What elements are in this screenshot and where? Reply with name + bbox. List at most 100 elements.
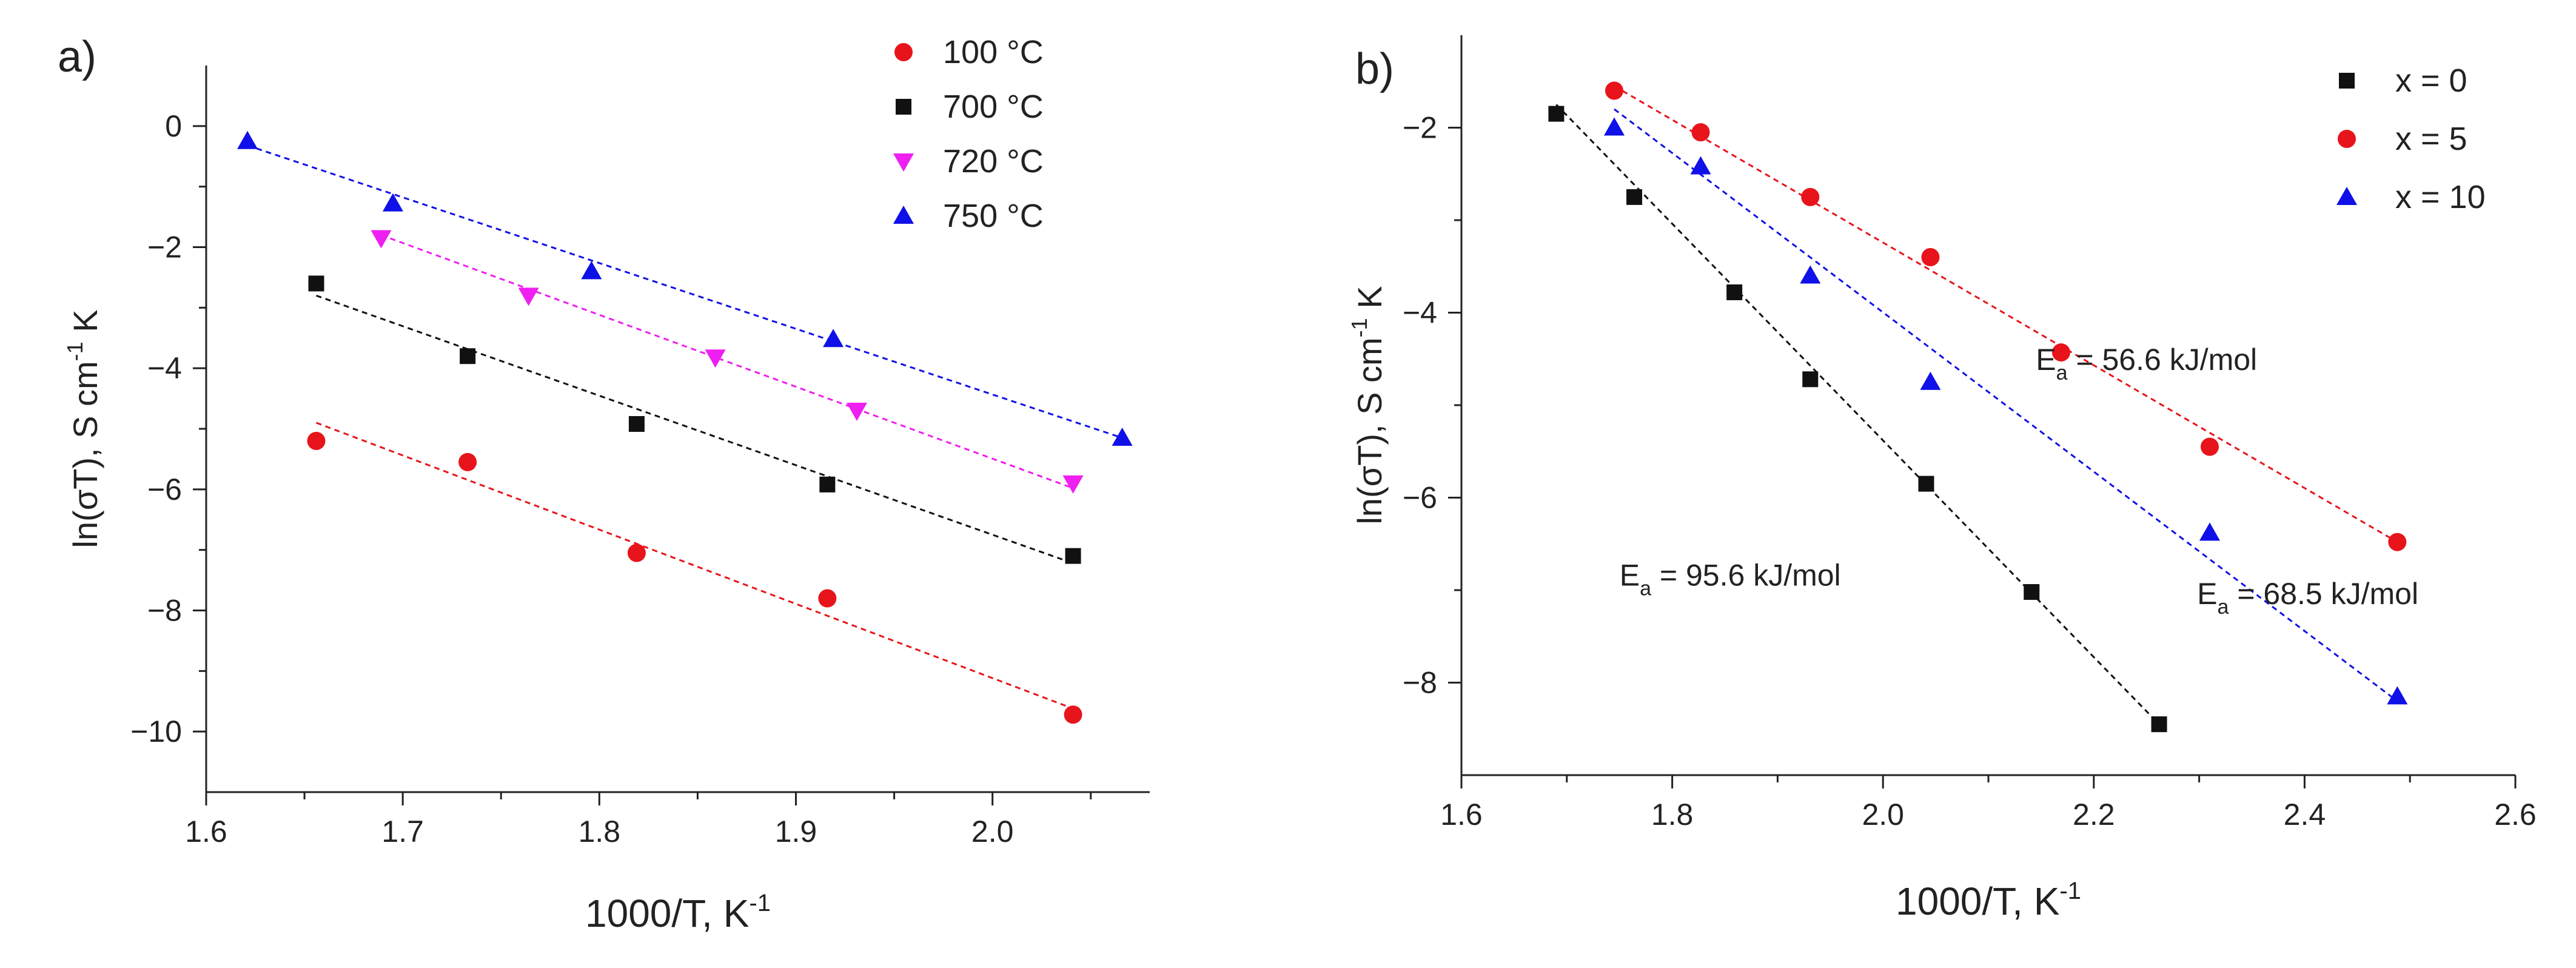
y-axis-label-text: ln(σT), S cm [1350, 337, 1389, 524]
legend-label: x = 0 [2395, 62, 2467, 99]
y-tick-label: −4 [1403, 296, 1437, 330]
x-axis-label-text: 1000/T, K [1896, 879, 2059, 923]
data-point [1112, 427, 1133, 446]
data-point [1064, 705, 1082, 724]
annotation-main: E [2036, 343, 2056, 377]
y-tick-label: −6 [1403, 481, 1437, 515]
data-point [1726, 284, 1743, 300]
y-axis-label-tail: K [1350, 286, 1389, 318]
data-point [307, 431, 326, 450]
data-point [2024, 584, 2040, 600]
annotation-sub: a [2056, 361, 2068, 385]
series-1 [308, 275, 1081, 565]
x-axis-label: 1000/T, K-1 [1896, 878, 2081, 923]
data-point [1802, 371, 1819, 388]
legend-marker [2336, 187, 2357, 205]
x-axis-label-sup: -1 [2059, 878, 2081, 904]
legend-marker [893, 206, 914, 224]
annotation-sub: a [2218, 596, 2229, 619]
fit-line [1614, 108, 2398, 702]
y-axis-label-sup: -1 [1347, 318, 1372, 337]
fit-line [316, 294, 1074, 565]
x-axis-label-sup: -1 [749, 890, 771, 916]
data-point [2387, 686, 2408, 705]
series-1 [1605, 81, 2407, 551]
legend-marker [896, 99, 911, 115]
data-point [823, 329, 844, 348]
annotation-ea-x10: Ea = 68.5 kJ/mol [2197, 577, 2418, 619]
legend-label: x = 5 [2395, 121, 2467, 157]
x-axis-label: 1000/T, K-1 [585, 890, 771, 935]
data-point [2199, 522, 2220, 541]
data-point [846, 403, 867, 422]
data-point [460, 348, 476, 365]
data-point [628, 416, 645, 432]
y-axis-label-sup: -1 [62, 341, 87, 361]
data-point [1062, 475, 1084, 494]
data-point [2051, 343, 2070, 362]
x-tick-label: 1.6 [185, 815, 227, 849]
legend-label: x = 10 [2395, 179, 2486, 215]
x-tick-label: 2.4 [2284, 798, 2326, 832]
annotation-value: = 68.5 kJ/mol [2229, 577, 2418, 611]
y-tick-label: −6 [147, 472, 182, 506]
data-point [1065, 548, 1081, 564]
panel-label: b) [1355, 45, 1394, 93]
y-tick-label: −4 [147, 351, 182, 385]
y-tick-label: −2 [147, 230, 182, 264]
series-2 [1604, 108, 2408, 705]
data-point [1605, 81, 1624, 100]
panel-label: a) [58, 33, 96, 81]
fit-line [247, 144, 1123, 439]
annotation-ea-x0: Ea = 95.6 kJ/mol [1620, 558, 1841, 600]
annotation-main: E [1620, 558, 1640, 592]
legend-label: 100 °C [943, 34, 1044, 70]
annotation-main: E [2197, 577, 2217, 611]
x-tick-label: 1.8 [1651, 798, 1694, 832]
data-point [1626, 189, 1643, 205]
y-tick-label: 0 [165, 109, 182, 143]
data-point [1690, 156, 1711, 175]
data-point [237, 130, 258, 149]
x-tick-label: 1.9 [775, 815, 817, 849]
data-point [2151, 716, 2167, 733]
y-tick-label: −10 [130, 714, 182, 748]
annotation-value: = 95.6 kJ/mol [1651, 558, 1841, 592]
legend: x = 0 x = 5 x = 10 [2336, 62, 2486, 215]
x-tick-label: 2.0 [1862, 798, 1904, 832]
data-point [1801, 187, 1820, 206]
series-0 [1548, 104, 2167, 733]
data-point [371, 230, 392, 249]
legend-label: 750 °C [943, 198, 1044, 234]
data-point [1921, 248, 1940, 266]
y-tick-label: −8 [1403, 666, 1437, 700]
data-point [518, 287, 539, 306]
data-point [1920, 371, 1941, 390]
data-point [308, 275, 324, 292]
series-3 [237, 130, 1133, 446]
data-point [1800, 265, 1821, 284]
x-tick-label: 2.6 [2494, 798, 2537, 832]
legend-marker [2338, 130, 2356, 148]
y-axis-label: ln(σT), S cm-1 K [1347, 286, 1389, 524]
legend-marker [2339, 73, 2355, 89]
data-point [2200, 437, 2219, 456]
data-point [1604, 117, 1625, 136]
legend-marker [894, 43, 913, 61]
legend-label: 720 °C [943, 143, 1044, 180]
legend-marker [893, 153, 914, 172]
data-point [818, 589, 837, 608]
fit-line [316, 422, 1074, 710]
data-point [819, 476, 836, 492]
data-point [458, 452, 477, 471]
series-0 [307, 422, 1082, 724]
fit-line [380, 234, 1074, 489]
annotation-ea-x5: Ea = 56.6 kJ/mol [2036, 343, 2257, 385]
series-2 [371, 230, 1084, 494]
data-point [382, 193, 403, 212]
fit-line [1614, 85, 2398, 543]
x-axis-label-text: 1000/T, K [585, 892, 749, 935]
x-tick-label: 1.6 [1440, 798, 1483, 832]
